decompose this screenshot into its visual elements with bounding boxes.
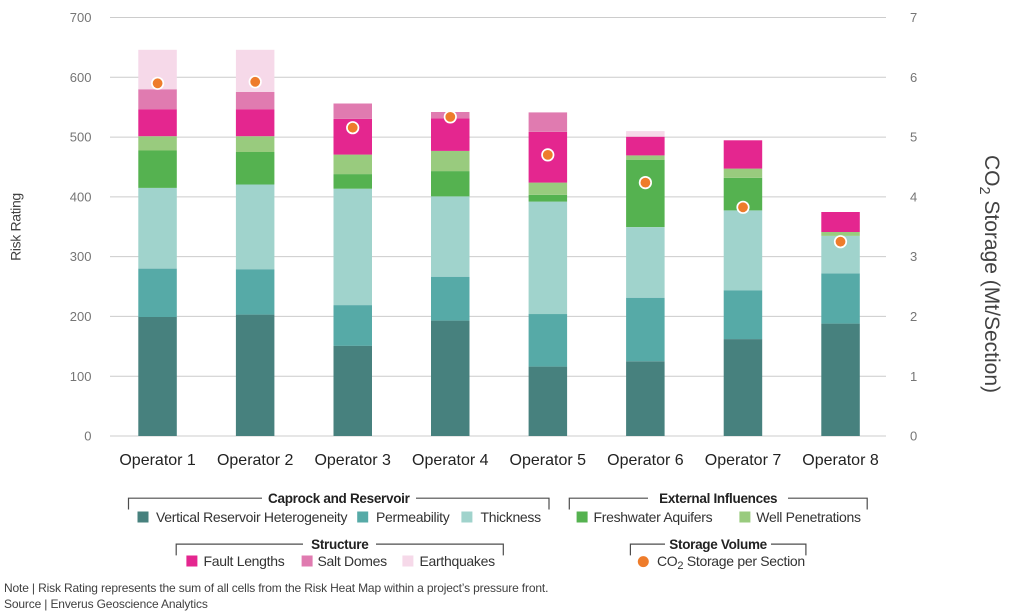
svg-text:600: 600	[70, 70, 92, 85]
svg-text:3: 3	[910, 249, 917, 264]
svg-text:Operator 3: Operator 3	[314, 452, 391, 469]
svg-text:Permeability: Permeability	[376, 509, 450, 525]
svg-text:1: 1	[910, 369, 917, 384]
svg-text:Operator 1: Operator 1	[119, 452, 196, 469]
svg-text:Earthquakes: Earthquakes	[420, 553, 496, 569]
svg-text:200: 200	[70, 309, 92, 324]
svg-text:700: 700	[70, 10, 92, 25]
svg-text:500: 500	[70, 130, 92, 145]
svg-text:Operator 6: Operator 6	[607, 452, 684, 469]
svg-text:300: 300	[70, 249, 92, 264]
svg-text:400: 400	[70, 190, 92, 205]
svg-text:Risk Rating: Risk Rating	[8, 193, 24, 261]
svg-text:External Influences: External Influences	[659, 491, 777, 506]
svg-text:5: 5	[910, 130, 917, 145]
svg-text:2: 2	[910, 309, 917, 324]
svg-text:Structure: Structure	[311, 537, 369, 552]
svg-text:Operator 5: Operator 5	[510, 452, 587, 469]
svg-text:100: 100	[70, 369, 92, 384]
svg-text:4: 4	[910, 190, 917, 205]
svg-text:Caprock and Reservoir: Caprock and Reservoir	[268, 491, 411, 506]
svg-text:Thickness: Thickness	[481, 509, 542, 525]
svg-text:Operator 7: Operator 7	[705, 452, 782, 469]
svg-text:0: 0	[84, 429, 91, 444]
svg-text:Salt Domes: Salt Domes	[318, 553, 388, 569]
svg-text:0: 0	[910, 429, 917, 444]
svg-text:Well Penetrations: Well Penetrations	[756, 509, 861, 525]
svg-text:7: 7	[910, 10, 917, 25]
svg-text:Vertical Reservoir Heterogenei: Vertical Reservoir Heterogeneity	[156, 509, 347, 525]
svg-text:Operator 4: Operator 4	[412, 452, 489, 469]
svg-text:Note | Risk Rating represents: Note | Risk Rating represents the sum of…	[4, 581, 548, 595]
svg-text:Storage Volume: Storage Volume	[669, 537, 767, 552]
svg-text:Fault Lengths: Fault Lengths	[204, 553, 285, 569]
svg-text:6: 6	[910, 70, 917, 85]
svg-text:Source | Enverus Geoscience An: Source | Enverus Geoscience Analytics	[4, 597, 208, 611]
svg-text:Freshwater Aquifers: Freshwater Aquifers	[594, 509, 713, 525]
svg-text:Operator 8: Operator 8	[802, 452, 879, 469]
svg-text:CO2 Storage (Mt/Section): CO2 Storage (Mt/Section)	[977, 155, 1004, 393]
svg-text:CO2 Storage per Section: CO2 Storage per Section	[657, 553, 805, 572]
svg-text:Operator 2: Operator 2	[217, 452, 294, 469]
